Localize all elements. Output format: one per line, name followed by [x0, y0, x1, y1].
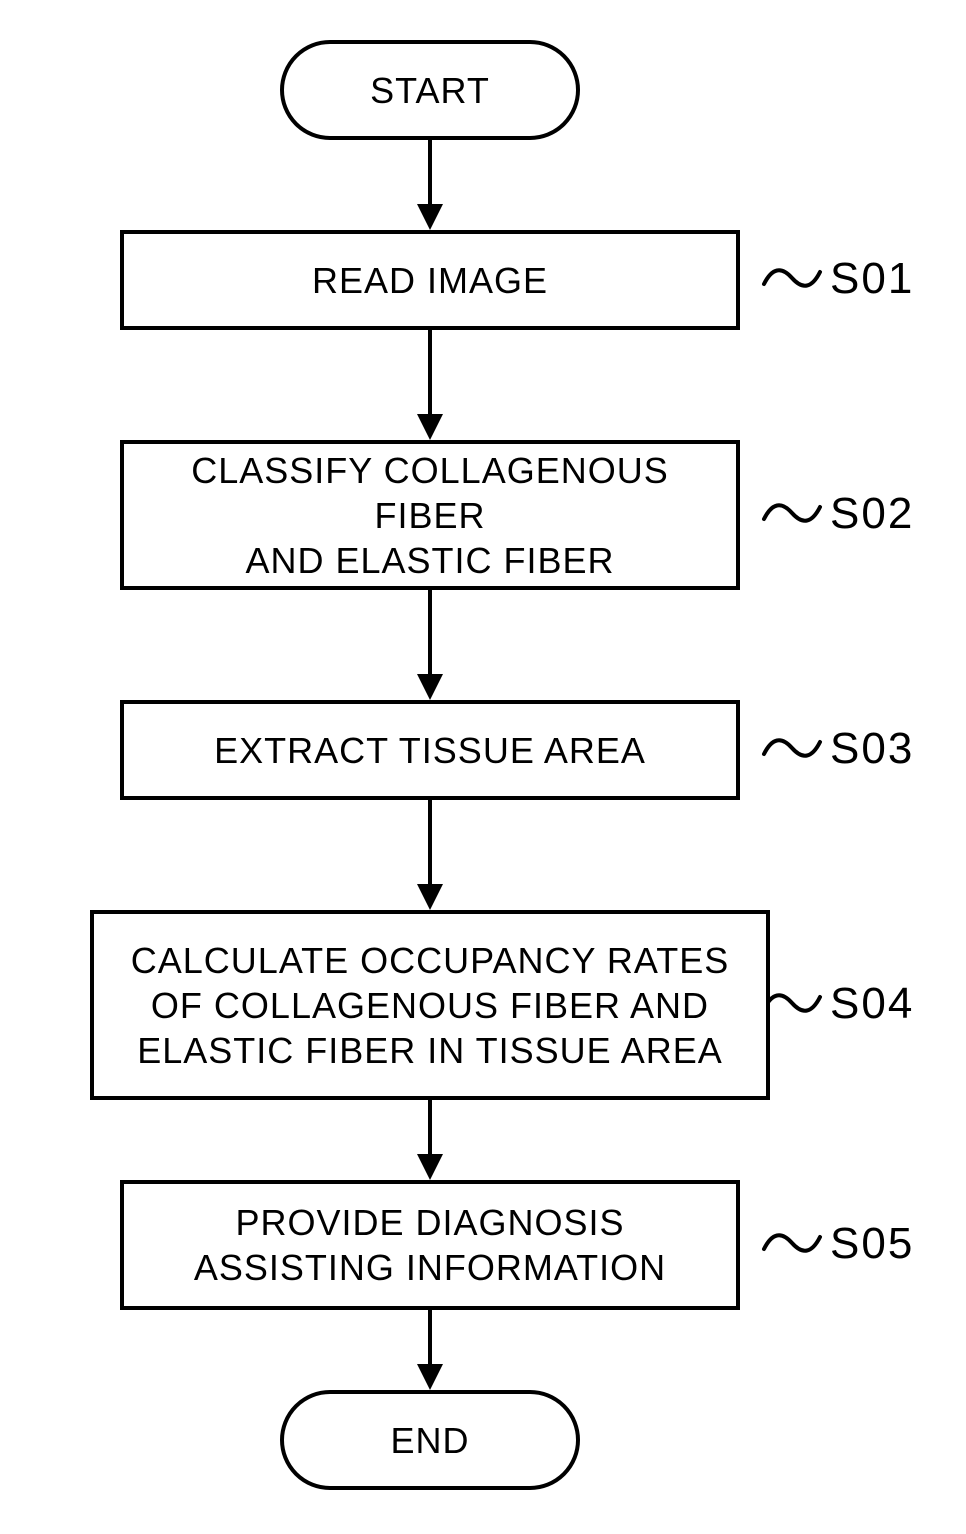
flowchart-container: START READ IMAGE CLASSIFY COLLAGENOUS FI…	[0, 0, 966, 1534]
step-label-s05: S05	[830, 1219, 914, 1269]
process-label: CALCULATE OCCUPANCY RATESOF COLLAGENOUS …	[131, 938, 729, 1073]
arrow-head-icon	[417, 414, 443, 440]
terminal-end-label: END	[390, 1418, 469, 1463]
process-label: READ IMAGE	[312, 258, 548, 303]
terminal-start: START	[280, 40, 580, 140]
process-provide-diagnosis: PROVIDE DIAGNOSISASSISTING INFORMATION	[120, 1180, 740, 1310]
step-label-s02: S02	[830, 489, 914, 539]
terminal-start-label: START	[370, 68, 490, 113]
process-read-image: READ IMAGE	[120, 230, 740, 330]
tilde-connector	[764, 740, 820, 755]
arrow-head-icon	[417, 204, 443, 230]
arrow-head-icon	[417, 1154, 443, 1180]
tilde-connector	[764, 995, 820, 1010]
process-calculate-occupancy: CALCULATE OCCUPANCY RATESOF COLLAGENOUS …	[90, 910, 770, 1100]
tilde-connector	[764, 505, 820, 520]
arrow-head-icon	[417, 674, 443, 700]
process-extract-tissue: EXTRACT TISSUE AREA	[120, 700, 740, 800]
step-label-s03: S03	[830, 724, 914, 774]
process-classify-fibers: CLASSIFY COLLAGENOUS FIBERAND ELASTIC FI…	[120, 440, 740, 590]
process-label: PROVIDE DIAGNOSISASSISTING INFORMATION	[194, 1200, 666, 1290]
tilde-connector	[764, 270, 820, 285]
arrow-head-icon	[417, 1364, 443, 1390]
arrow-head-icon	[417, 884, 443, 910]
process-label: EXTRACT TISSUE AREA	[214, 728, 646, 773]
step-label-s04: S04	[830, 979, 914, 1029]
process-label: CLASSIFY COLLAGENOUS FIBERAND ELASTIC FI…	[144, 448, 716, 583]
tilde-connector	[764, 1235, 820, 1250]
step-label-s01: S01	[830, 254, 914, 304]
terminal-end: END	[280, 1390, 580, 1490]
